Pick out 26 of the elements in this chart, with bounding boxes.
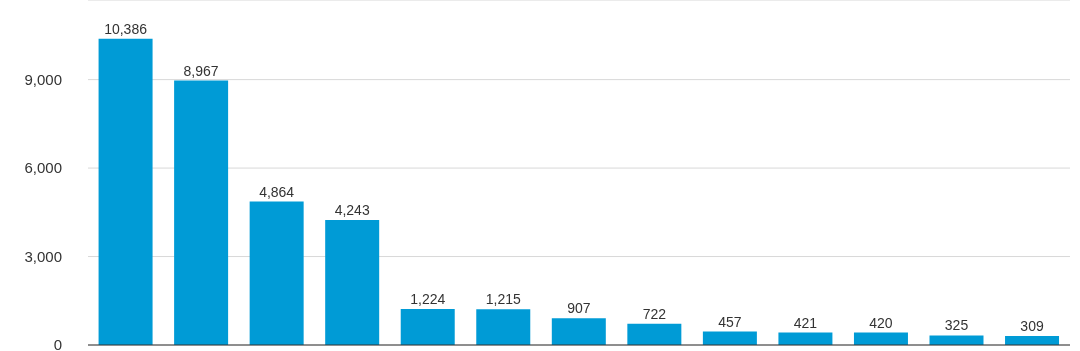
data-label: 1,224: [410, 290, 446, 307]
data-label: 421: [793, 314, 818, 331]
data-label: 4,243: [334, 201, 370, 218]
y-tick-label: 3,000: [24, 247, 62, 265]
data-label: 4,864: [259, 183, 295, 200]
bar: [249, 201, 304, 345]
data-label: 420: [869, 314, 893, 331]
bar: [325, 219, 380, 345]
bar: [551, 318, 606, 345]
data-label: 1,215: [485, 291, 521, 308]
data-label: 457: [718, 313, 742, 330]
data-label: 722: [642, 305, 667, 322]
bar: [400, 308, 455, 345]
data-label: 907: [567, 300, 591, 317]
bar: [174, 80, 229, 345]
data-label: 8,967: [183, 62, 219, 79]
bar: [627, 323, 682, 345]
y-tick-label: 0: [53, 336, 62, 351]
y-tick-label: 9,000: [24, 70, 62, 88]
bar: [476, 309, 531, 345]
data-label: 325: [944, 317, 969, 334]
bar: [98, 38, 153, 345]
data-label: 309: [1020, 317, 1044, 334]
data-label: 10,386: [104, 20, 148, 37]
y-tick-label: 6,000: [24, 159, 62, 177]
bar: [929, 335, 984, 345]
